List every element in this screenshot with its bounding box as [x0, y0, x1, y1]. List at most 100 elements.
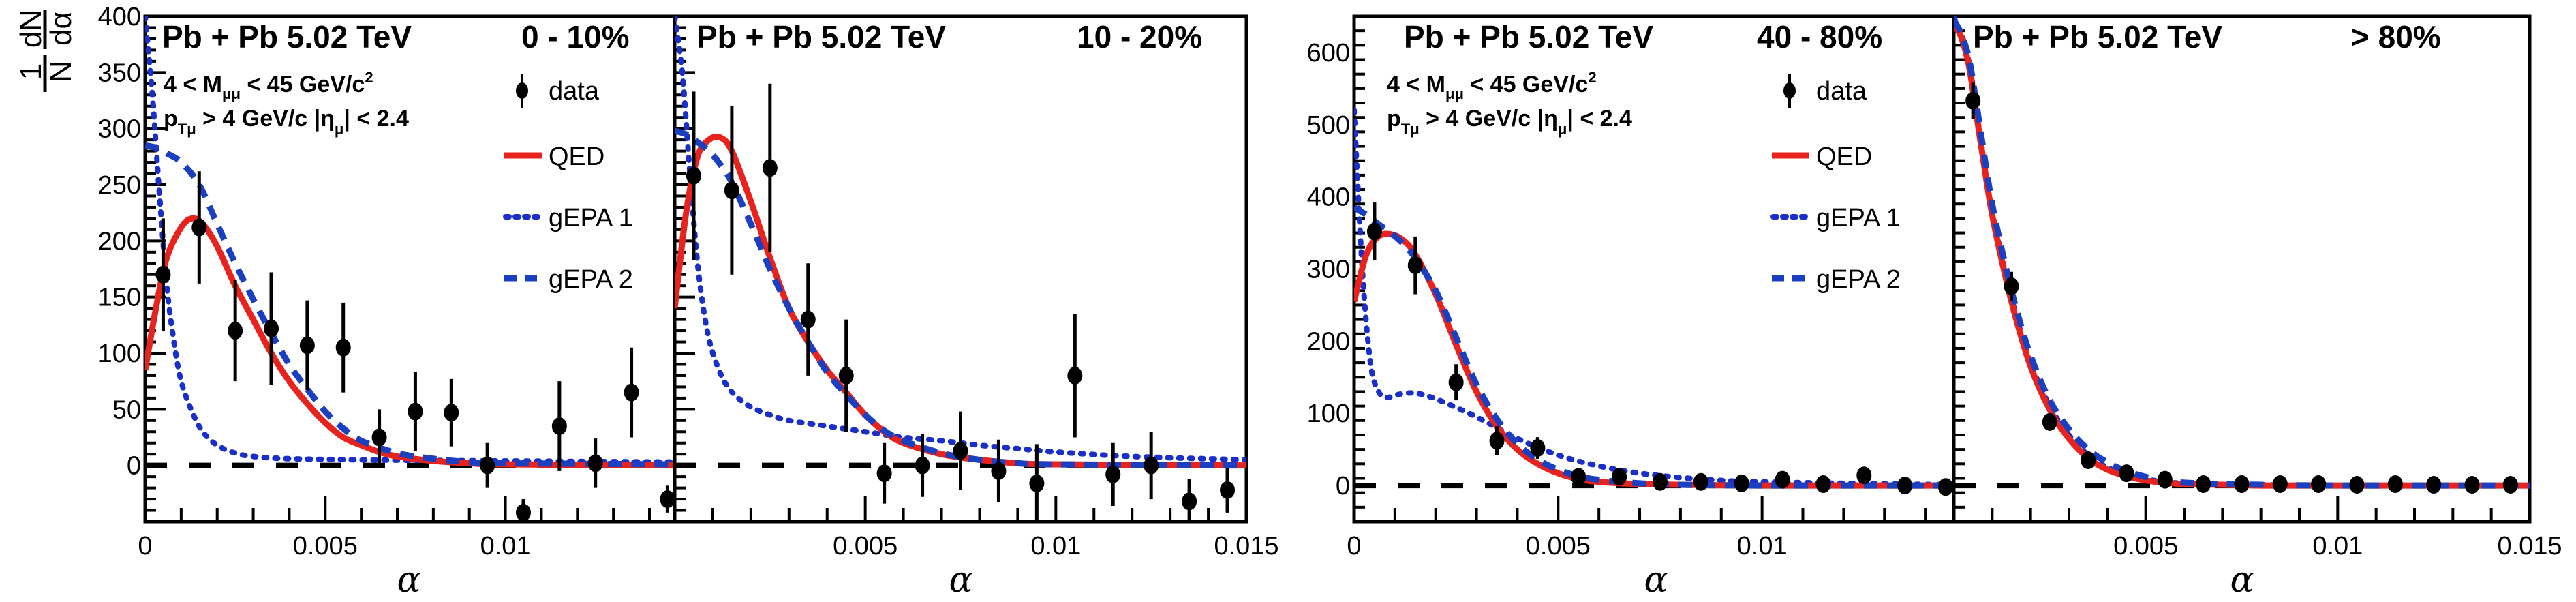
data-point: [762, 83, 778, 252]
plot-frame: [673, 14, 1248, 524]
data-marker: [444, 404, 459, 422]
data-marker: [1734, 474, 1749, 492]
legend-item-gepa1: gEPA 1: [503, 204, 633, 232]
data-point: [1182, 479, 1197, 522]
legend-data-label: data: [549, 77, 600, 106]
data-marker: [724, 181, 739, 200]
data-marker: [1815, 475, 1831, 493]
data-marker: [1182, 492, 1197, 511]
data-marker: [1775, 470, 1790, 489]
panel-3-cut-pt-eta: pTμ > 4 GeV/c |ημ| < 2.4: [1387, 106, 1632, 138]
data-marker: [2119, 464, 2134, 483]
data-marker: [480, 456, 495, 475]
legend-right: data QED gEPA 1 gEPA 2: [1770, 74, 1901, 294]
data-marker: [1856, 466, 1872, 485]
data-point: [1530, 437, 1546, 459]
data-marker: [2426, 476, 2442, 494]
panel-3-x-axis-title: α: [1644, 560, 1668, 601]
y-axis-title-dalpha: dα: [44, 12, 78, 46]
data-point: [444, 378, 459, 447]
legend-item-qed: QED: [504, 142, 604, 171]
legend-item-gepa2: gEPA 2: [1772, 265, 1901, 294]
data-point: [1448, 364, 1464, 401]
x-tick-label: 0.005: [1526, 532, 1591, 560]
curve-gepa1: [675, 16, 1246, 463]
y-axis-title-one: 1: [14, 63, 48, 80]
data-marker: [762, 159, 778, 177]
curve-qed: [145, 215, 675, 469]
plot-area: [1354, 107, 1954, 496]
panel-3-cut-mass: 4 < Mμμ < 45 GeV/c2: [1387, 69, 1597, 102]
y-tick-label: 300: [98, 115, 141, 144]
legend-item-data: data: [1783, 74, 1867, 108]
x-tick-label: 0.01: [1030, 532, 1081, 560]
data-marker: [2502, 476, 2518, 494]
x-tick-label: 0: [138, 532, 152, 560]
curve-gepa2: [145, 142, 675, 468]
data-marker: [371, 428, 387, 447]
panel-4: 0.005 0.01 0.015: [1952, 14, 2562, 560]
data-point: [1612, 468, 1627, 486]
data-point: [1897, 477, 1913, 495]
data-points: [1366, 202, 1954, 496]
data-marker: [2234, 475, 2250, 493]
data-marker: [2464, 476, 2480, 494]
data-marker: [587, 454, 603, 472]
plot-area: [1954, 16, 2530, 494]
data-marker: [2272, 475, 2288, 493]
data-point: [1693, 472, 1708, 491]
data-marker: [2196, 475, 2211, 493]
data-point: [480, 442, 495, 488]
data-marker: [1965, 91, 1981, 110]
data-point: [1489, 426, 1505, 455]
panel-1-annotations: Pb + Pb 5.02 TeV 0 - 10% 4 < Mμμ < 45 Ge…: [162, 19, 630, 138]
legend-gepa2-label: gEPA 2: [1816, 265, 1901, 294]
x-tick-label: 0.01: [2312, 532, 2363, 560]
data-points: [155, 171, 675, 522]
data-marker: [991, 462, 1007, 480]
data-points: [1965, 82, 2518, 494]
y-axis-title-N: N: [44, 61, 78, 82]
panel-3-title: Pb + Pb 5.02 TeV: [1404, 19, 1653, 55]
y-tick-label: 200: [98, 227, 141, 256]
data-point: [2157, 470, 2173, 489]
panel-1-cut-pt-eta: pTμ > 4 GeV/c |ημ| < 2.4: [164, 106, 409, 138]
y-tick-label: 0: [127, 452, 141, 481]
data-points: [686, 83, 1236, 522]
y-tick-label: 0: [1336, 472, 1350, 500]
x-tick-label: 0.015: [2497, 532, 2562, 560]
data-marker: [876, 464, 892, 483]
data-point: [991, 439, 1007, 503]
data-marker: [1571, 468, 1586, 486]
data-point: [953, 411, 968, 490]
data-point: [408, 372, 423, 451]
panel-2: 0.005 0.01 0.015: [673, 14, 1279, 560]
panel-2-x-axis-title: α: [949, 560, 972, 601]
data-marker: [516, 503, 531, 522]
y-tick-label: 100: [98, 340, 141, 368]
panel-1-title: Pb + Pb 5.02 TeV: [162, 19, 412, 55]
data-point: [1220, 467, 1236, 513]
data-point: [660, 485, 675, 513]
data-point: [1366, 202, 1382, 260]
data-marker: [155, 265, 171, 284]
data-point: [299, 300, 315, 391]
data-point: [838, 319, 854, 432]
panel-4-annotations: Pb + Pb 5.02 TeV > 80%: [1973, 19, 2441, 55]
data-marker: [838, 366, 854, 385]
data-marker: [660, 490, 675, 509]
panel-4-title: Pb + Pb 5.02 TeV: [1973, 19, 2222, 55]
data-marker: [1366, 222, 1382, 241]
data-point: [1571, 468, 1586, 486]
legend-item-qed: QED: [1772, 142, 1872, 171]
curve-gepa2: [1954, 18, 2530, 489]
data-point: [228, 280, 243, 382]
panel-3-centrality: 40 - 80%: [1757, 19, 1882, 55]
data-marker: [953, 442, 968, 460]
data-marker: [1530, 439, 1546, 457]
curve-gepa2: [1354, 205, 1954, 489]
data-point: [191, 171, 207, 284]
data-point: [335, 302, 351, 393]
data-point: [1029, 444, 1045, 522]
data-marker: [686, 166, 701, 185]
